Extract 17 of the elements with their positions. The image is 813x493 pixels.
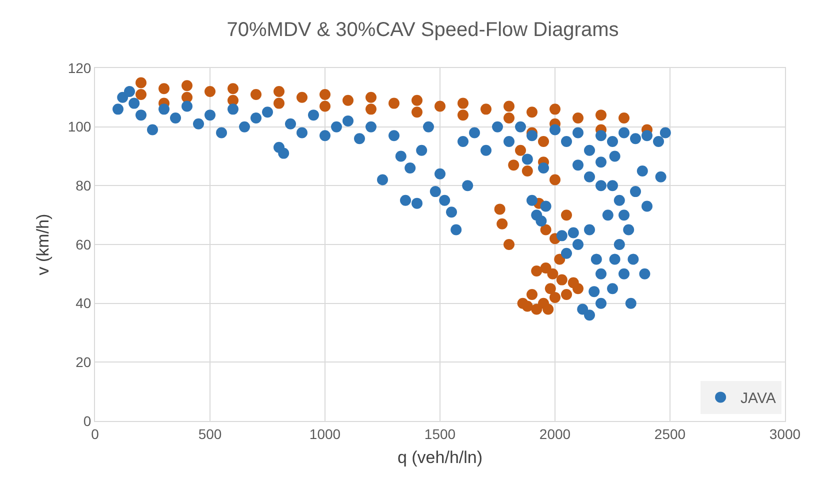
x-tick-label: 1000 (309, 426, 341, 442)
y-tick-label: 120 (68, 60, 92, 76)
y-tick-label: 80 (76, 178, 92, 194)
x-tick-label: 500 (198, 426, 222, 442)
y-tick-label: 40 (76, 295, 92, 312)
x-tick-label: 3000 (769, 426, 801, 442)
x-tick-label: 1500 (424, 426, 456, 442)
y-tick-label: 100 (68, 118, 92, 135)
y-tick-label: 20 (76, 354, 92, 370)
chart-title: 70%MDV & 30%CAV Speed-Flow Diagrams (226, 19, 619, 42)
x-tick-label: 2500 (654, 426, 686, 442)
y-tick-label: 0 (83, 412, 92, 429)
x-axis-title: q (veh/h/ln) (397, 448, 483, 468)
y-axis-title: v (km/h) (33, 214, 52, 276)
y-tick-label: 60 (76, 236, 92, 252)
legend-label: JAVA (740, 390, 776, 408)
x-tick-label: 2000 (539, 426, 571, 442)
